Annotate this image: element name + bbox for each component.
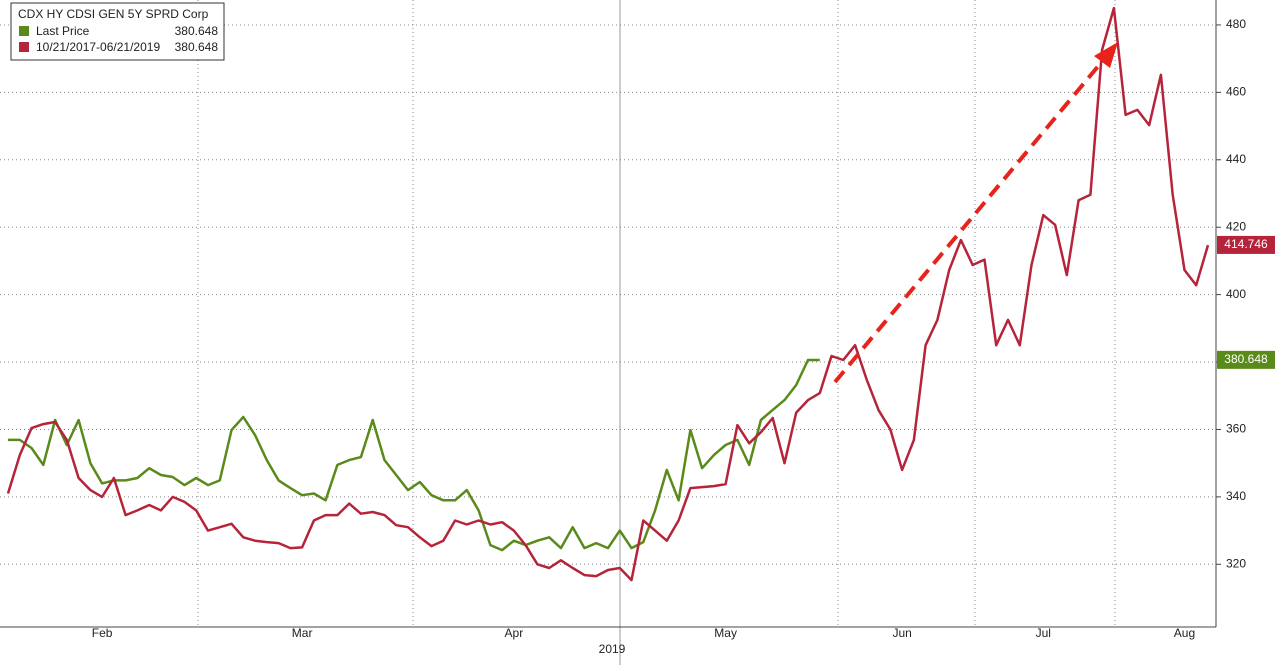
x-tick-label: Mar [292, 626, 313, 640]
x-tick-label: Aug [1174, 626, 1195, 640]
end-label-box [1217, 350, 1275, 369]
x-tick-label: May [714, 626, 737, 640]
legend-title: CDX HY CDSI GEN 5Y SPRD Corp [18, 7, 209, 21]
y-tick-label: 440 [1226, 152, 1246, 166]
y-tick-label: 480 [1226, 17, 1246, 31]
end-label: 414.746 [1224, 237, 1268, 251]
y-tick-label: 340 [1226, 489, 1246, 503]
legend-label: 10/21/2017-06/21/2019 [36, 40, 160, 54]
x-tick-label: Apr [505, 626, 524, 640]
x-tick-label: Jul [1036, 626, 1051, 640]
y-tick-label: 360 [1226, 422, 1246, 436]
legend-value: 380.648 [175, 40, 219, 54]
vertical-grid [197, 0, 1116, 627]
y-tick-label: 320 [1226, 556, 1246, 570]
end-label-box [1217, 235, 1275, 254]
y-tick-label: 460 [1226, 85, 1246, 99]
x-tick-label: Feb [92, 626, 113, 640]
end-label: 380.648 [1224, 352, 1268, 366]
legend: CDX HY CDSI GEN 5Y SPRD Corp Last Price … [10, 2, 225, 61]
series-line [6, 6, 1210, 582]
x-tick-label: Jun [892, 626, 911, 640]
series-line [8, 358, 820, 552]
legend-value: 380.648 [175, 24, 219, 38]
legend-label: Last Price [36, 24, 90, 38]
y-tick-label: 420 [1226, 219, 1246, 233]
plot: 320340360380400420440460480FebMarAprMayJ… [0, 6, 1275, 640]
y-tick-label: 400 [1226, 287, 1246, 301]
legend-box [10, 2, 225, 61]
arrow-annotation [833, 42, 1118, 384]
legend-swatch [19, 42, 29, 52]
legend-swatch [19, 26, 29, 36]
x-axis-label: 2019 [599, 642, 626, 656]
